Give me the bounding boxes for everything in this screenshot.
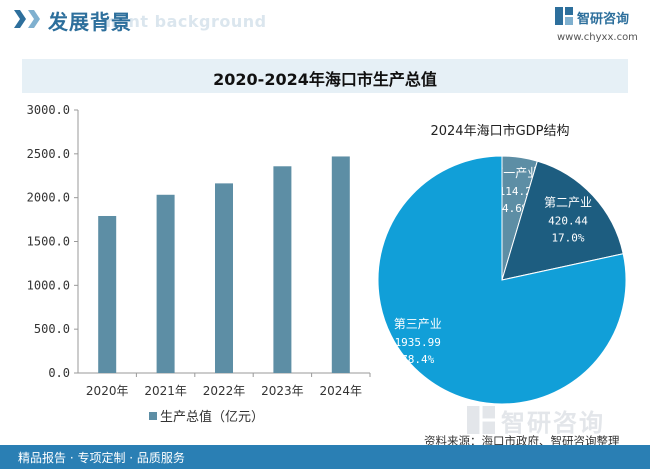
pie-slice-value: 1935.99 [395,336,441,349]
x-tick-label: 2024年 [320,384,363,398]
y-tick-label: 1000.0 [27,278,70,292]
x-tick-label: 2022年 [203,384,246,398]
pie-slice-percent: 17.0% [551,231,584,244]
page-title: 发展背景 [48,10,132,34]
watermark-text: 智研咨询 [501,409,605,437]
footer-bar: 精品报告 · 专项定制 · 品质服务 [0,445,650,469]
header-background-text: ment background [100,12,267,31]
footer-slogan: 精品报告 · 专项定制 · 品质服务 [18,451,185,465]
chevron-right-icon [28,10,40,28]
bar [273,166,292,373]
y-tick-label: 2500.0 [27,147,70,161]
pie-slice-value: 114.2 [499,185,532,198]
chart-main-title: 2020-2024年海口市生产总值 [213,70,437,89]
y-tick-label: 3000.0 [27,103,70,117]
pie-slice [377,155,627,405]
x-tick-label: 2021年 [144,384,187,398]
pie-title: 2024年海口市GDP结构 [430,123,569,139]
pie-slice [501,160,624,281]
legend-swatch [149,412,157,420]
y-tick-label: 2000.0 [27,191,70,205]
x-tick-label: 2023年 [261,384,304,398]
chart-title-bar: 2020-2024年海口市生产总值 [22,59,628,93]
x-tick-label: 2020年 [86,384,129,398]
bar [156,194,175,373]
brand-url: www.chyxx.com [557,32,638,43]
watermark-logo-icon [467,406,495,434]
brand-name: 智研咨询 [577,12,630,27]
pie-slice-value: 420.44 [548,214,588,227]
pie-slice-label: 第一产业 [491,166,539,180]
pie-slice-percent: 78.4% [401,353,434,366]
bar-chart: 0.0 500.0 1000.0 1500.0 2000.0 2500.0 3000.0 20… [27,103,371,425]
bar [331,156,350,373]
legend-label: 生产总值（亿元） [160,409,264,425]
y-tick-label: 500.0 [34,322,70,336]
y-tick-label: 1500.0 [27,235,70,249]
brand-logo-icon [555,7,573,25]
y-tick-label: 0.0 [48,366,70,380]
bar [98,215,117,373]
pie-slice-label: 第二产业 [544,195,592,209]
header: ment background 发展背景 智研咨询 www.chyxx.com [0,0,650,44]
bar [215,183,233,373]
pie-slice-label: 第三产业 [394,317,442,331]
source-note: 资料来源：海口市政府、智研咨询整理 [424,434,620,448]
chevron-right-icon [14,10,26,28]
